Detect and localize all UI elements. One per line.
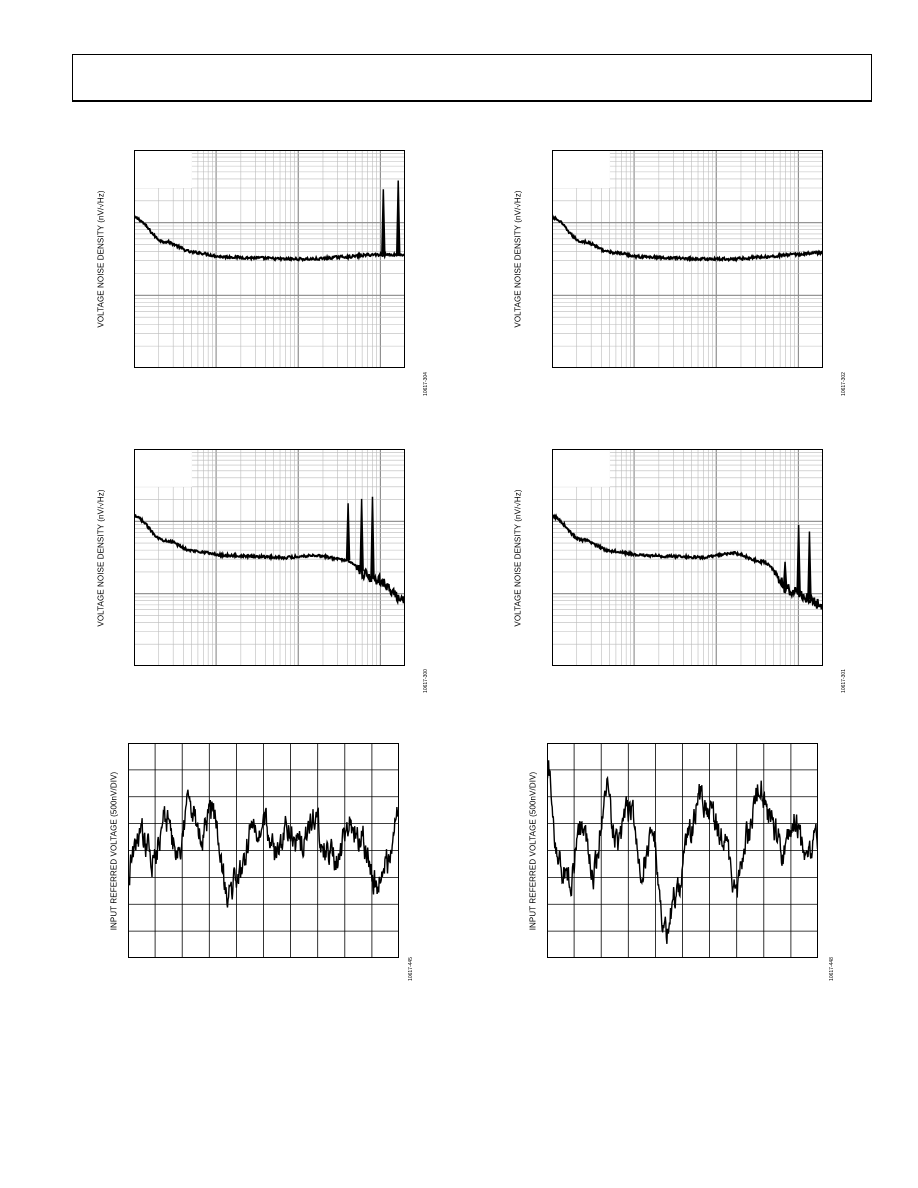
chart-4-noise-trace (552, 513, 823, 610)
noise-density-chart-1 (134, 150, 405, 368)
chart-3-noise-trace (134, 514, 405, 606)
chart-1-spike-2 (395, 180, 401, 255)
chart-1-legend-area (135, 151, 192, 189)
chart-2-y-axis-label: VOLTAGE NOISE DENSITY (nV/√Hz) (513, 190, 523, 328)
chart-2-figure-id: 10617-302 (841, 372, 847, 396)
time-domain-noise-chart-5 (128, 743, 399, 958)
noise-density-chart-3 (134, 449, 405, 666)
chart-3-frame (134, 449, 405, 666)
page-header-box (72, 54, 872, 102)
chart-1-y-axis-label: VOLTAGE NOISE DENSITY (nV/√Hz) (96, 190, 106, 328)
chart-5-frame (128, 743, 399, 958)
chart-1-frame (134, 150, 405, 368)
chart-6-svg (547, 743, 818, 958)
chart-6-frame (547, 743, 818, 958)
chart-2-legend-area (553, 151, 610, 189)
chart-5-noise-trace (128, 789, 399, 908)
chart-3-figure-id: 10617-300 (423, 669, 429, 693)
chart-2-svg (552, 150, 823, 368)
chart-3-spike-3 (370, 496, 375, 579)
chart-1-noise-trace (134, 214, 405, 263)
chart-5-svg (128, 743, 399, 958)
chart-2-noise-trace (552, 214, 823, 263)
chart-4-spike-2 (796, 524, 801, 594)
chart-1-svg (134, 150, 405, 368)
chart-6-figure-id: 10617-448 (829, 957, 835, 981)
chart-4-figure-id: 10617-301 (841, 669, 847, 693)
chart-3-legend-area (135, 450, 192, 487)
chart-1-figure-id: 10617-304 (423, 372, 429, 396)
chart-3-spike-2 (359, 498, 364, 572)
chart-3-spike-1 (345, 503, 351, 561)
chart-6-noise-trace (547, 760, 818, 944)
chart-3-svg (134, 449, 405, 666)
chart-5-grid (128, 743, 399, 958)
chart-4-legend-area (553, 450, 610, 487)
chart-4-spike-1 (782, 561, 788, 588)
chart-3-y-axis-label: VOLTAGE NOISE DENSITY (nV/√Hz) (96, 489, 106, 627)
time-domain-noise-chart-6 (547, 743, 818, 958)
chart-4-svg (552, 449, 823, 666)
noise-density-chart-2 (552, 150, 823, 368)
chart-6-y-axis-label: INPUT REFERRED VOLTAGE (500nV/DIV) (528, 771, 538, 931)
chart-5-figure-id: 10617-445 (408, 957, 414, 981)
chart-5-y-axis-label: INPUT REFERRED VOLTAGE (500nV/DIV) (109, 771, 119, 931)
chart-6-grid (547, 743, 818, 958)
noise-density-chart-4 (552, 449, 823, 666)
chart-4-spike-3 (807, 531, 812, 600)
chart-1-spike-1 (381, 189, 386, 255)
chart-2-frame (552, 150, 823, 368)
chart-4-frame (552, 449, 823, 666)
chart-4-y-axis-label: VOLTAGE NOISE DENSITY (nV/√Hz) (513, 489, 523, 627)
